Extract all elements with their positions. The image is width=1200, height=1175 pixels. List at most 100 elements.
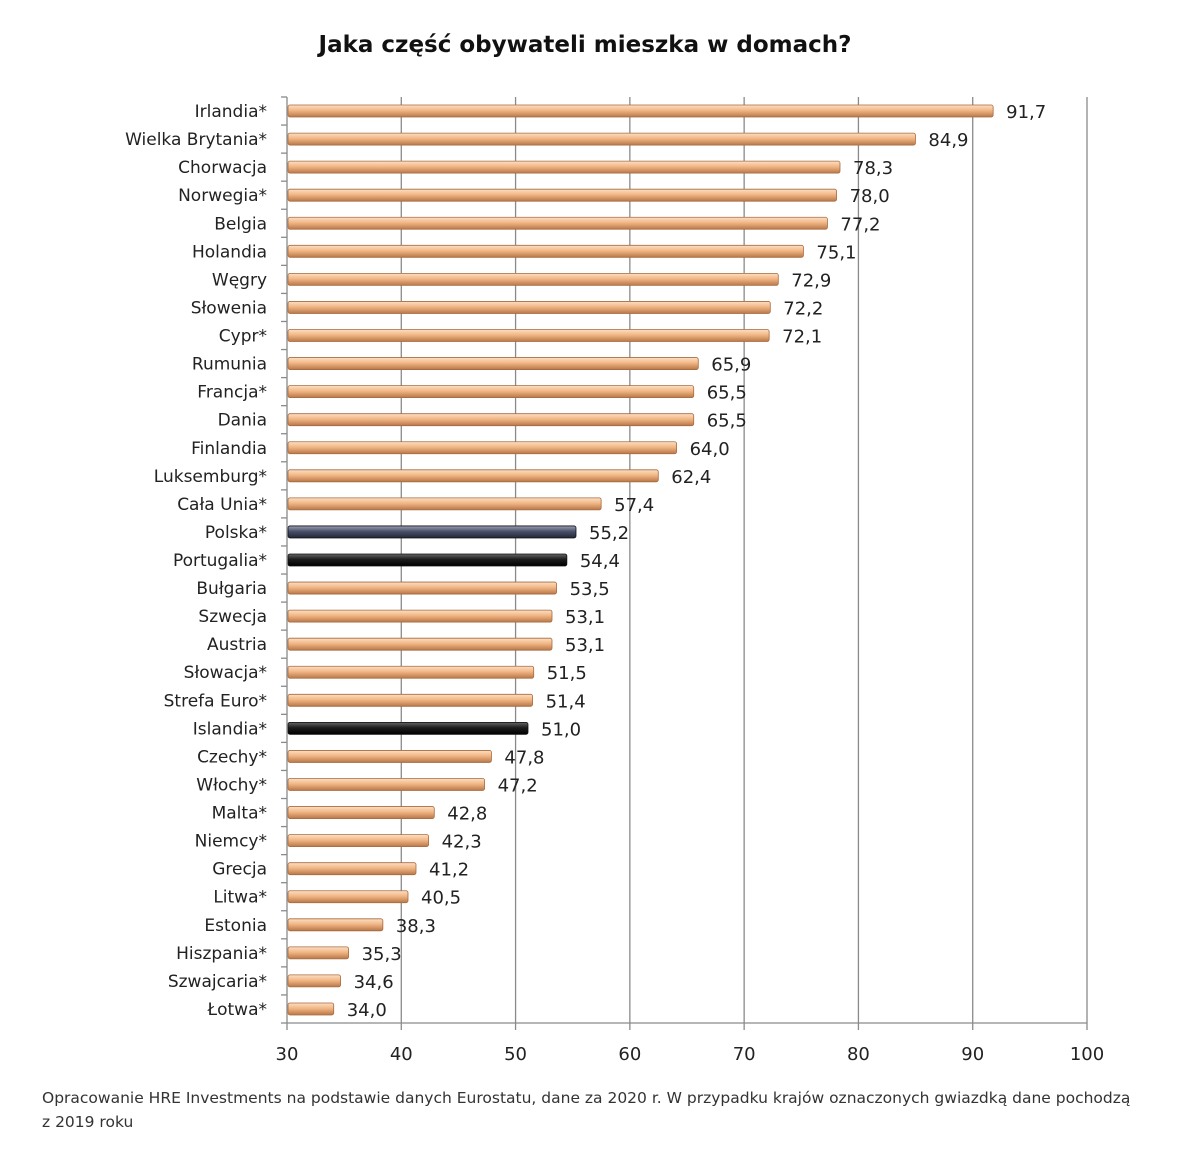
data-label: 53,5 [570, 579, 610, 600]
bar [287, 721, 529, 735]
data-label: 91,7 [1006, 102, 1046, 123]
data-label: 41,2 [429, 860, 469, 881]
bar [287, 778, 485, 791]
data-label: 65,5 [707, 383, 747, 404]
bar [287, 974, 341, 988]
category-label: Cypr* [219, 327, 267, 347]
category-label: Grecja [212, 860, 267, 880]
bar [287, 301, 771, 314]
bar [287, 750, 492, 763]
data-label: 77,2 [840, 214, 880, 235]
data-label: 65,9 [711, 355, 751, 376]
data-label: 51,5 [547, 663, 587, 684]
data-label: 64,0 [690, 439, 730, 460]
bar [287, 357, 699, 370]
data-label: 35,3 [362, 944, 402, 965]
category-label: Finlandia [191, 439, 267, 459]
category-label: Estonia [204, 916, 267, 936]
bar [287, 862, 417, 876]
data-label: 75,1 [816, 242, 856, 263]
data-label: 42,8 [447, 804, 487, 825]
bar [287, 525, 577, 539]
bar [287, 918, 384, 932]
bar [287, 132, 916, 146]
bar [287, 946, 349, 960]
category-label: Szwecja [198, 607, 267, 627]
bar [287, 497, 602, 511]
data-label: 57,4 [614, 495, 654, 516]
bar [287, 469, 659, 483]
category-label: Słowenia [191, 298, 267, 318]
bar [287, 806, 435, 819]
category-label: Wielka Brytania* [125, 130, 267, 150]
category-label: Słowacja* [184, 663, 267, 683]
category-label: Czechy* [197, 747, 267, 767]
data-label: 34,0 [347, 1000, 387, 1021]
bar [287, 1002, 335, 1016]
data-label: 47,8 [504, 747, 544, 768]
x-tick-label: 50 [504, 1044, 527, 1065]
category-label: Węgry [212, 270, 267, 290]
x-tick-label: 90 [961, 1044, 984, 1065]
bar [287, 441, 677, 455]
category-label: Hiszpania* [176, 944, 267, 964]
category-label: Cała Unia* [177, 495, 267, 515]
data-label: 34,6 [354, 972, 394, 993]
data-label: 51,4 [546, 691, 586, 712]
x-tick-label: 60 [618, 1044, 641, 1065]
category-label: Belgia [214, 214, 267, 234]
x-tick-label: 100 [1070, 1044, 1104, 1065]
bar [287, 665, 535, 679]
x-tick-label: 80 [847, 1044, 870, 1065]
footnote: Opracowanie HRE Investments na podstawie… [42, 1089, 1131, 1131]
bar [287, 413, 695, 427]
data-label: 53,1 [565, 607, 605, 628]
category-label: Portugalia* [173, 551, 267, 571]
bar [287, 244, 804, 258]
x-tick-label: 70 [733, 1044, 756, 1065]
bar [287, 637, 553, 651]
data-label: 72,9 [791, 270, 831, 291]
category-label: Litwa* [213, 888, 267, 908]
data-label: 72,1 [782, 327, 822, 348]
bar [287, 581, 557, 595]
category-label: Polska* [205, 523, 267, 543]
category-label: Islandia* [193, 719, 267, 739]
category-label: Bułgaria [196, 579, 267, 599]
category-label: Chorwacja [178, 158, 267, 178]
data-label: 72,2 [783, 298, 823, 319]
category-label: Rumunia [192, 355, 267, 375]
category-label: Irlandia* [195, 102, 267, 122]
bar [287, 609, 553, 623]
data-label: 55,2 [589, 523, 629, 544]
bar [287, 160, 841, 174]
bar [287, 553, 568, 567]
x-tick-label: 30 [276, 1044, 299, 1065]
category-label: Norwegia* [178, 186, 267, 206]
data-label: 78,3 [853, 158, 893, 179]
category-label: Strefa Euro* [164, 691, 267, 711]
data-label: 65,5 [707, 411, 747, 432]
bar [287, 188, 837, 202]
data-label: 53,1 [565, 635, 605, 656]
data-label: 84,9 [928, 130, 968, 151]
data-label: 62,4 [671, 467, 711, 488]
category-label: Francja* [197, 383, 267, 403]
data-label: 42,3 [442, 832, 482, 853]
data-label: 51,0 [541, 719, 581, 740]
bar [287, 216, 828, 230]
category-label: Łotwa* [207, 1000, 267, 1020]
category-label: Niemcy* [195, 832, 267, 852]
category-label: Szwajcaria* [168, 972, 267, 992]
bar [287, 329, 770, 342]
bar [287, 693, 533, 707]
bar [287, 104, 994, 118]
bar [287, 385, 695, 399]
bar [287, 272, 779, 286]
data-label: 38,3 [396, 916, 436, 937]
category-label: Austria [207, 635, 267, 655]
data-label: 54,4 [580, 551, 620, 572]
category-label: Holandia [192, 242, 267, 262]
bar [287, 890, 409, 904]
category-label: Malta* [212, 804, 267, 824]
